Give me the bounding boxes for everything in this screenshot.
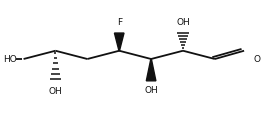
Polygon shape (146, 59, 156, 81)
Text: OH: OH (49, 87, 62, 96)
Text: OH: OH (176, 18, 190, 27)
Text: OH: OH (144, 86, 158, 95)
Text: HO: HO (3, 55, 17, 63)
Text: F: F (117, 18, 122, 27)
Text: O: O (253, 55, 260, 63)
Polygon shape (114, 33, 124, 51)
